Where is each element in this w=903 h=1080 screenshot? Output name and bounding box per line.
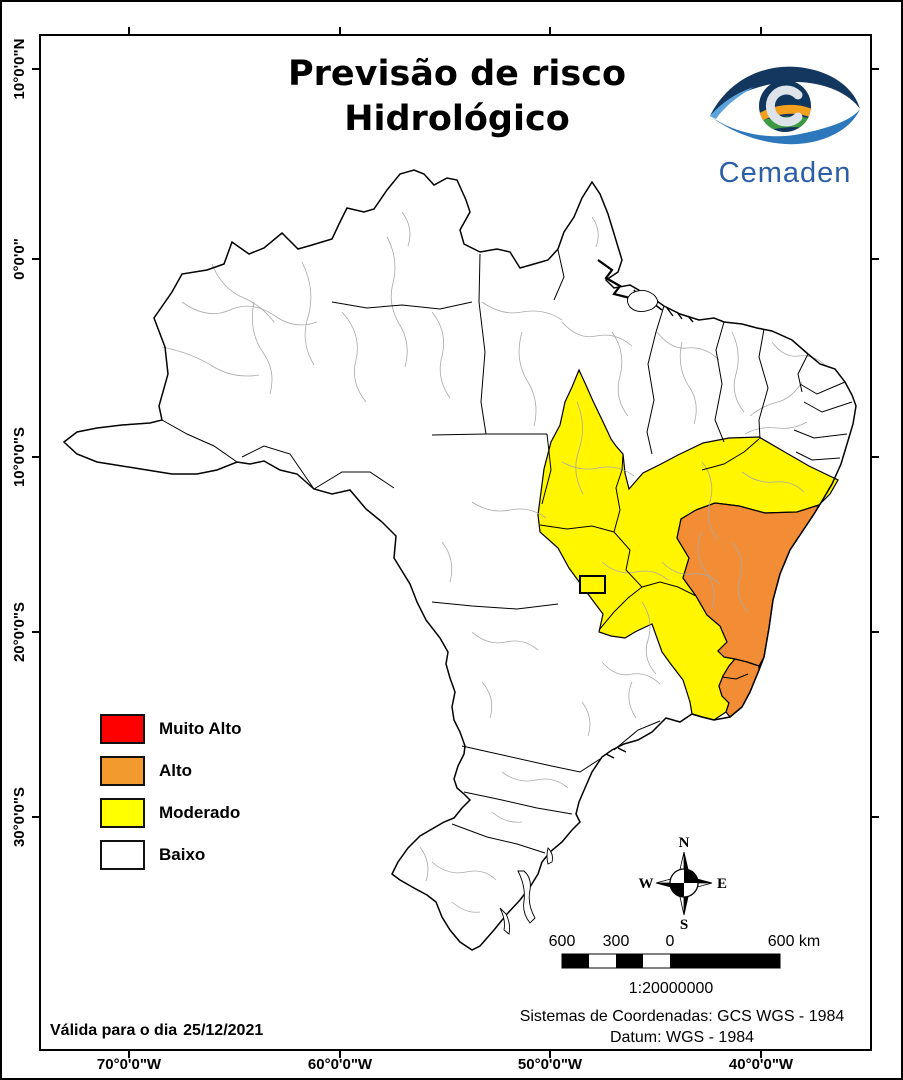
legend-label-alto: Alto [159,761,193,780]
municipal-boundaries [161,211,827,913]
distrito-federal-outline [579,575,606,594]
legend-label-baixo: Baixo [159,845,206,864]
brazil-national-border [62,169,857,951]
legend-label-muito-alto: Muito Alto [159,719,242,738]
lat-label-10n: 10°0'0"N [11,38,28,100]
compass-label-w: W [639,876,654,892]
lat-label-0: 0°0'0" [11,238,28,280]
cemaden-logo: Cemaden [699,54,871,192]
scale-label-300: 300 [603,933,630,950]
coordinate-system-note: Sistemas de Coordenadas: GCS WGS - 1984 … [462,1006,901,1048]
cemaden-logo-text: Cemaden [718,157,852,189]
legend-item-moderado: Moderado [100,792,320,834]
scale-label-600km: 600 km [768,933,820,950]
compass-label-n: N [679,835,690,851]
scale-ratio: 1:20000000 [629,980,714,997]
scale-bar: 600 300 0 600 km 1:20000000 [549,933,821,997]
lat-label-10s: 10°0'0"S [11,426,28,488]
scale-label-0: 0 [666,933,675,950]
lon-label-40w: 40°0'0"W [728,1056,794,1073]
amazon-mouth-detail [597,259,694,759]
crs-line1: Sistemas de Coordenadas: GCS WGS - 1984 [519,1008,845,1025]
crs-line2: Datum: WGS - 1984 [609,1029,755,1046]
lon-label-70w: 70°0'0"W [96,1056,162,1073]
legend-item-muito-alto: Muito Alto [100,708,320,750]
map-title: Previsão de risco Hidrológico [237,52,677,142]
validity-date: 25/12/2021 [183,1022,264,1039]
state-boundaries [161,249,853,854]
compass-rose: N S W E [639,835,728,933]
lat-label-30s: 30°0'0"S [11,786,28,848]
lon-label-60w: 60°0'0"W [307,1056,373,1073]
map-title-line2: Hidrológico [344,99,570,139]
legend-swatch-muito-alto [100,714,145,744]
legend-item-baixo: Baixo [100,834,320,876]
graticule-ticks [32,27,879,1058]
risk-legend: Muito Alto Alto Moderado Baixo [100,708,320,876]
validity-note: Válida para o dia 25/12/2021 [50,1022,263,1040]
legend-swatch-alto [100,756,145,786]
scale-label-600-left: 600 [549,933,576,950]
legend-swatch-baixo [100,840,145,870]
legend-label-moderado: Moderado [159,803,241,822]
legend-swatch-moderado [100,798,145,828]
lat-label-20s: 20°0'0"S [11,601,28,663]
brazil-landmass [64,170,856,950]
compass-label-s: S [680,917,688,933]
compass-label-e: E [717,876,727,892]
map-title-line1: Previsão de risco [287,54,626,94]
validity-prefix: Válida para o dia [50,1022,178,1039]
lon-label-50w: 50°0'0"W [517,1056,583,1073]
map-frame [39,34,872,1051]
southern-lagoons [499,847,553,935]
legend-item-alto: Alto [100,750,320,792]
cemaden-eye-icon [710,66,860,145]
